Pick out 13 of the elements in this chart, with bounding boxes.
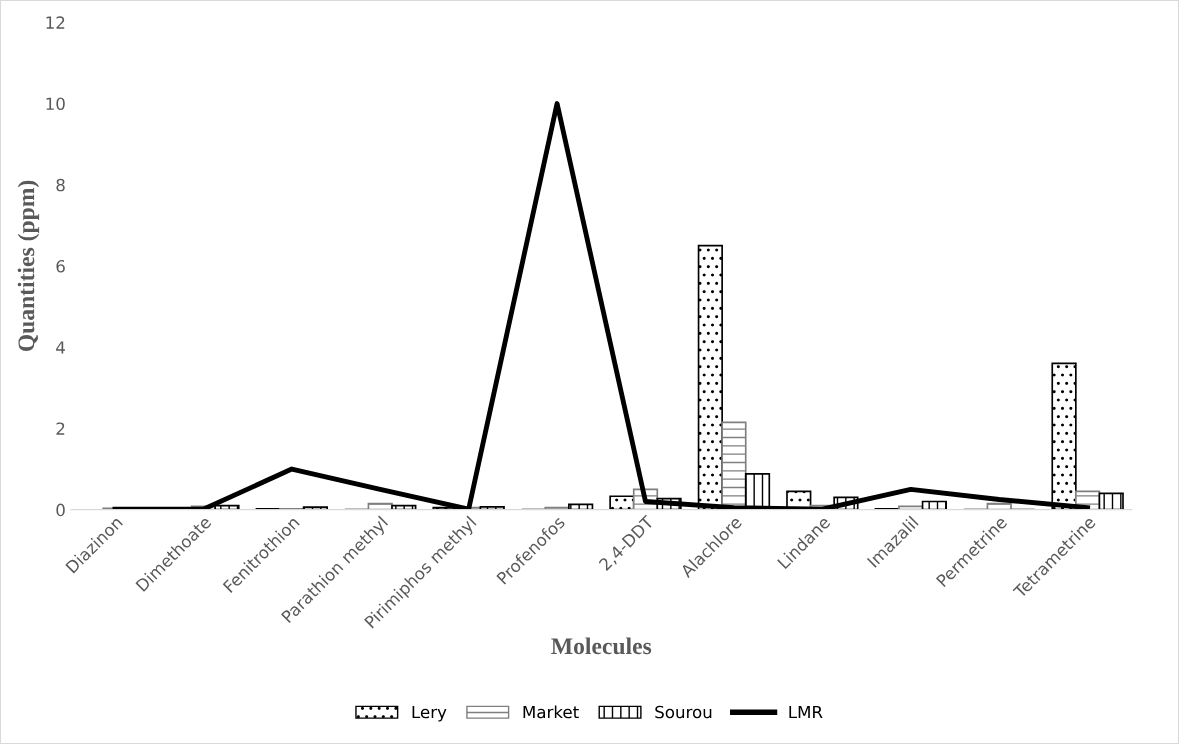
y-axis-title: Quantities (ppm) xyxy=(17,180,40,352)
y-tick-label: 8 xyxy=(56,178,65,192)
y-tick-label: 0 xyxy=(56,503,65,517)
y-tick-label: 12 xyxy=(46,16,65,29)
legend-label: Lery xyxy=(412,705,447,722)
legend-label: Sourou xyxy=(655,705,712,719)
legend-label: Market xyxy=(523,705,579,719)
x-axis-title: Molecules xyxy=(551,637,652,655)
legend-label: LMR xyxy=(789,705,823,719)
y-tick-label: 2 xyxy=(56,422,65,435)
y-tick-label: 10 xyxy=(46,97,65,111)
y-tick-label: 4 xyxy=(56,341,65,354)
y-tick-label: 6 xyxy=(56,259,65,273)
